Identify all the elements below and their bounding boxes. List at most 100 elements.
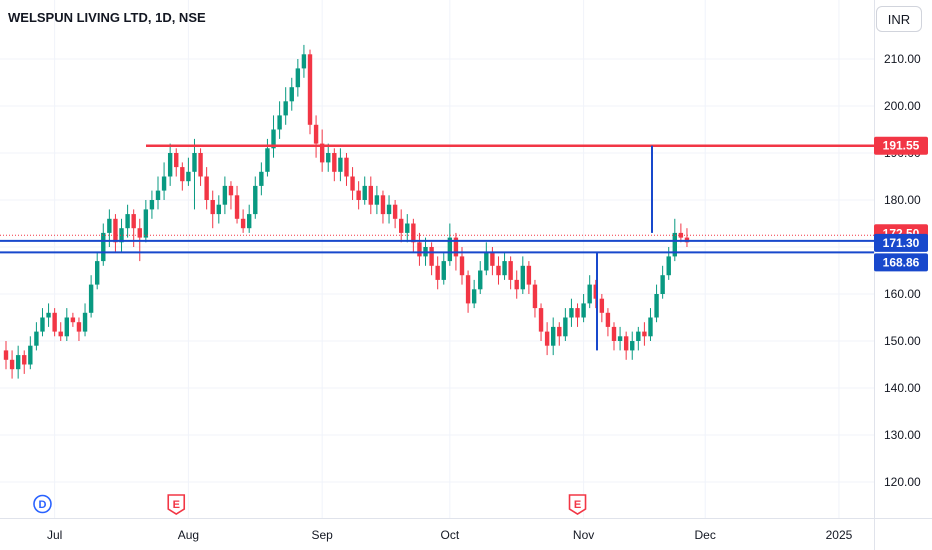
candle-body: [557, 326, 562, 337]
candle-body: [277, 115, 282, 130]
candle-body: [125, 214, 130, 229]
candle-body: [216, 204, 221, 215]
candle-body: [34, 331, 39, 346]
candle-body: [101, 232, 106, 262]
candle-body: [240, 218, 246, 229]
price-tag-resistance-bg: [874, 136, 928, 155]
candle-body: [167, 153, 173, 177]
candle-body: [46, 312, 51, 318]
candle-body: [149, 200, 155, 210]
candle-body: [630, 341, 635, 351]
candle-body: [368, 185, 373, 205]
candle-body: [3, 350, 9, 360]
candle-body: [265, 148, 270, 172]
candle-body: [283, 101, 288, 116]
candle-body: [636, 331, 641, 341]
x-tick-label: Nov: [573, 528, 594, 542]
candle-body: [611, 326, 617, 341]
candle-body: [9, 359, 15, 370]
y-tick-label: 140.00: [884, 381, 921, 395]
candle-body: [107, 218, 112, 233]
candle-body: [441, 261, 446, 280]
candle-body: [234, 195, 240, 219]
candle-body: [15, 355, 21, 370]
candle-body: [411, 223, 416, 243]
candle-body: [350, 176, 355, 191]
candle-body: [319, 143, 325, 163]
event-label: D: [39, 499, 47, 511]
candle-body: [70, 317, 76, 323]
y-tick-label: 150.00: [884, 334, 921, 348]
candle-body: [569, 308, 574, 318]
candle-body: [180, 167, 185, 182]
candle-body: [380, 195, 386, 215]
candle-body: [259, 171, 264, 186]
candle-body: [660, 275, 665, 294]
dividend-event-icon[interactable]: [33, 494, 52, 514]
candle-body: [593, 284, 598, 299]
price-tag-lower-support-bg: [874, 253, 928, 272]
candle-body: [295, 68, 301, 88]
y-tick-label: 180.00: [884, 193, 921, 207]
candle-body: [496, 265, 501, 276]
candle-body: [210, 200, 215, 215]
candle-body: [301, 54, 307, 69]
candle-body: [307, 54, 313, 125]
candle-body: [119, 228, 124, 243]
candle-body: [204, 176, 209, 200]
x-tick-label: Oct: [441, 528, 460, 542]
candle-body: [678, 232, 684, 238]
candle-body: [563, 317, 568, 337]
candle-body: [417, 242, 422, 257]
earnings-event-icon[interactable]: [568, 494, 587, 515]
candle-body: [338, 157, 343, 172]
x-tick-label: Aug: [178, 528, 199, 542]
candle-body: [76, 322, 82, 332]
candle-body: [392, 204, 398, 219]
candle-body: [484, 251, 489, 271]
candle-body: [228, 185, 234, 196]
candle-body: [192, 153, 197, 172]
candle-body: [405, 223, 410, 233]
candle-body: [356, 190, 361, 200]
candle-body: [478, 270, 483, 290]
candle-body: [374, 195, 380, 205]
event-label: E: [173, 499, 180, 511]
y-tick-label: 130.00: [884, 428, 921, 442]
x-tick-label: Jul: [47, 528, 62, 542]
y-tick-label: 120.00: [884, 475, 921, 489]
x-tick-label: 2025: [826, 528, 853, 542]
candle-body: [64, 317, 69, 337]
candle-body: [648, 317, 653, 337]
candle-body: [587, 284, 592, 304]
candle-body: [490, 251, 495, 266]
candle-body: [143, 209, 149, 238]
x-tick-label: Dec: [695, 528, 716, 542]
candle-body: [399, 218, 404, 233]
candle-body: [617, 336, 623, 341]
candle-body: [502, 261, 507, 276]
y-tick-label: 200.00: [884, 99, 921, 113]
candle-body: [344, 157, 349, 177]
candle-body: [88, 284, 94, 313]
candle-body: [654, 294, 659, 318]
candle-body: [313, 124, 319, 144]
x-tick-label: Sep: [311, 528, 333, 542]
candle-body: [520, 265, 525, 290]
candle-body: [289, 87, 294, 102]
candle-body: [672, 232, 677, 257]
price-tag-resistance: 191.55: [883, 139, 920, 153]
candle-body: [40, 317, 45, 332]
price-tag-lower-support: 168.86: [883, 255, 920, 269]
candle-body: [28, 345, 33, 365]
price-tag-upper-support: 171.30: [883, 236, 920, 250]
candle-body: [599, 298, 605, 313]
candle-body: [429, 247, 434, 266]
earnings-event-icon[interactable]: [167, 494, 186, 515]
candle-body: [386, 204, 392, 215]
candle-body: [623, 336, 629, 351]
candle-body: [247, 214, 252, 229]
price-tag-upper-support-bg: [874, 233, 928, 252]
currency-button[interactable]: INR: [876, 6, 922, 32]
